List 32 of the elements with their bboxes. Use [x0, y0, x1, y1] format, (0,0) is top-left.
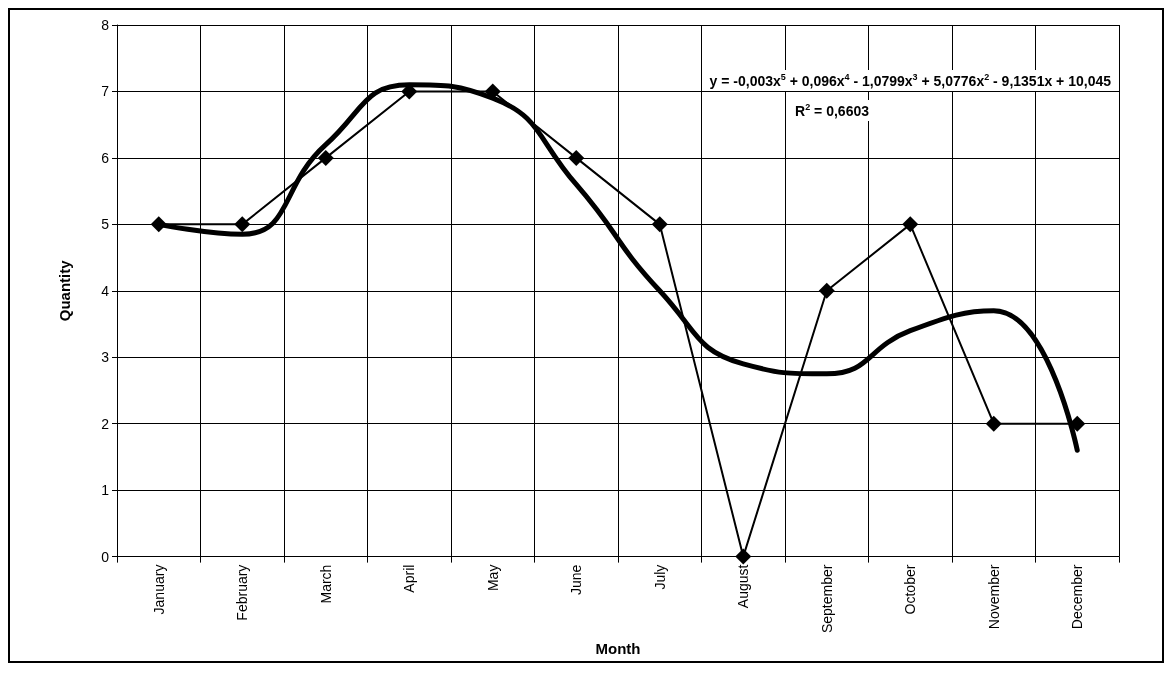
- x-tick-label: September: [818, 564, 835, 634]
- point: [818, 282, 835, 299]
- x-tick-label: January: [150, 564, 167, 615]
- x-tick-label: October: [902, 564, 919, 615]
- x-tick-label: December: [1069, 564, 1086, 630]
- point: [651, 216, 668, 233]
- point: [234, 216, 251, 233]
- y-tick-label: 5: [101, 216, 110, 233]
- x-tick-label: June: [568, 564, 585, 595]
- y-tick-label: 1: [101, 482, 110, 499]
- x-tick-label: July: [651, 564, 668, 590]
- x-tick-label: August: [735, 564, 752, 609]
- x-tick-label: March: [317, 564, 334, 604]
- y-tick-label: 4: [101, 282, 110, 299]
- y-tick-label: 2: [101, 415, 110, 432]
- point: [985, 415, 1002, 432]
- y-axis-title: Quantity: [56, 259, 73, 322]
- x-tick-label: February: [234, 564, 251, 621]
- y-tick-label: 0: [101, 548, 110, 565]
- point: [735, 548, 752, 565]
- point: [568, 149, 585, 166]
- x-tick-label: April: [401, 564, 418, 593]
- x-tick-label: May: [484, 564, 501, 592]
- x-tick-label: November: [985, 564, 1002, 630]
- x-axis-title: Month: [595, 640, 641, 657]
- point: [150, 216, 167, 233]
- y-tick-label: 7: [101, 83, 110, 100]
- y-tick-label: 3: [101, 349, 110, 366]
- point: [902, 216, 919, 233]
- y-tick-label: 8: [101, 17, 110, 33]
- y-tick-label: 6: [101, 149, 110, 166]
- point: [317, 149, 334, 166]
